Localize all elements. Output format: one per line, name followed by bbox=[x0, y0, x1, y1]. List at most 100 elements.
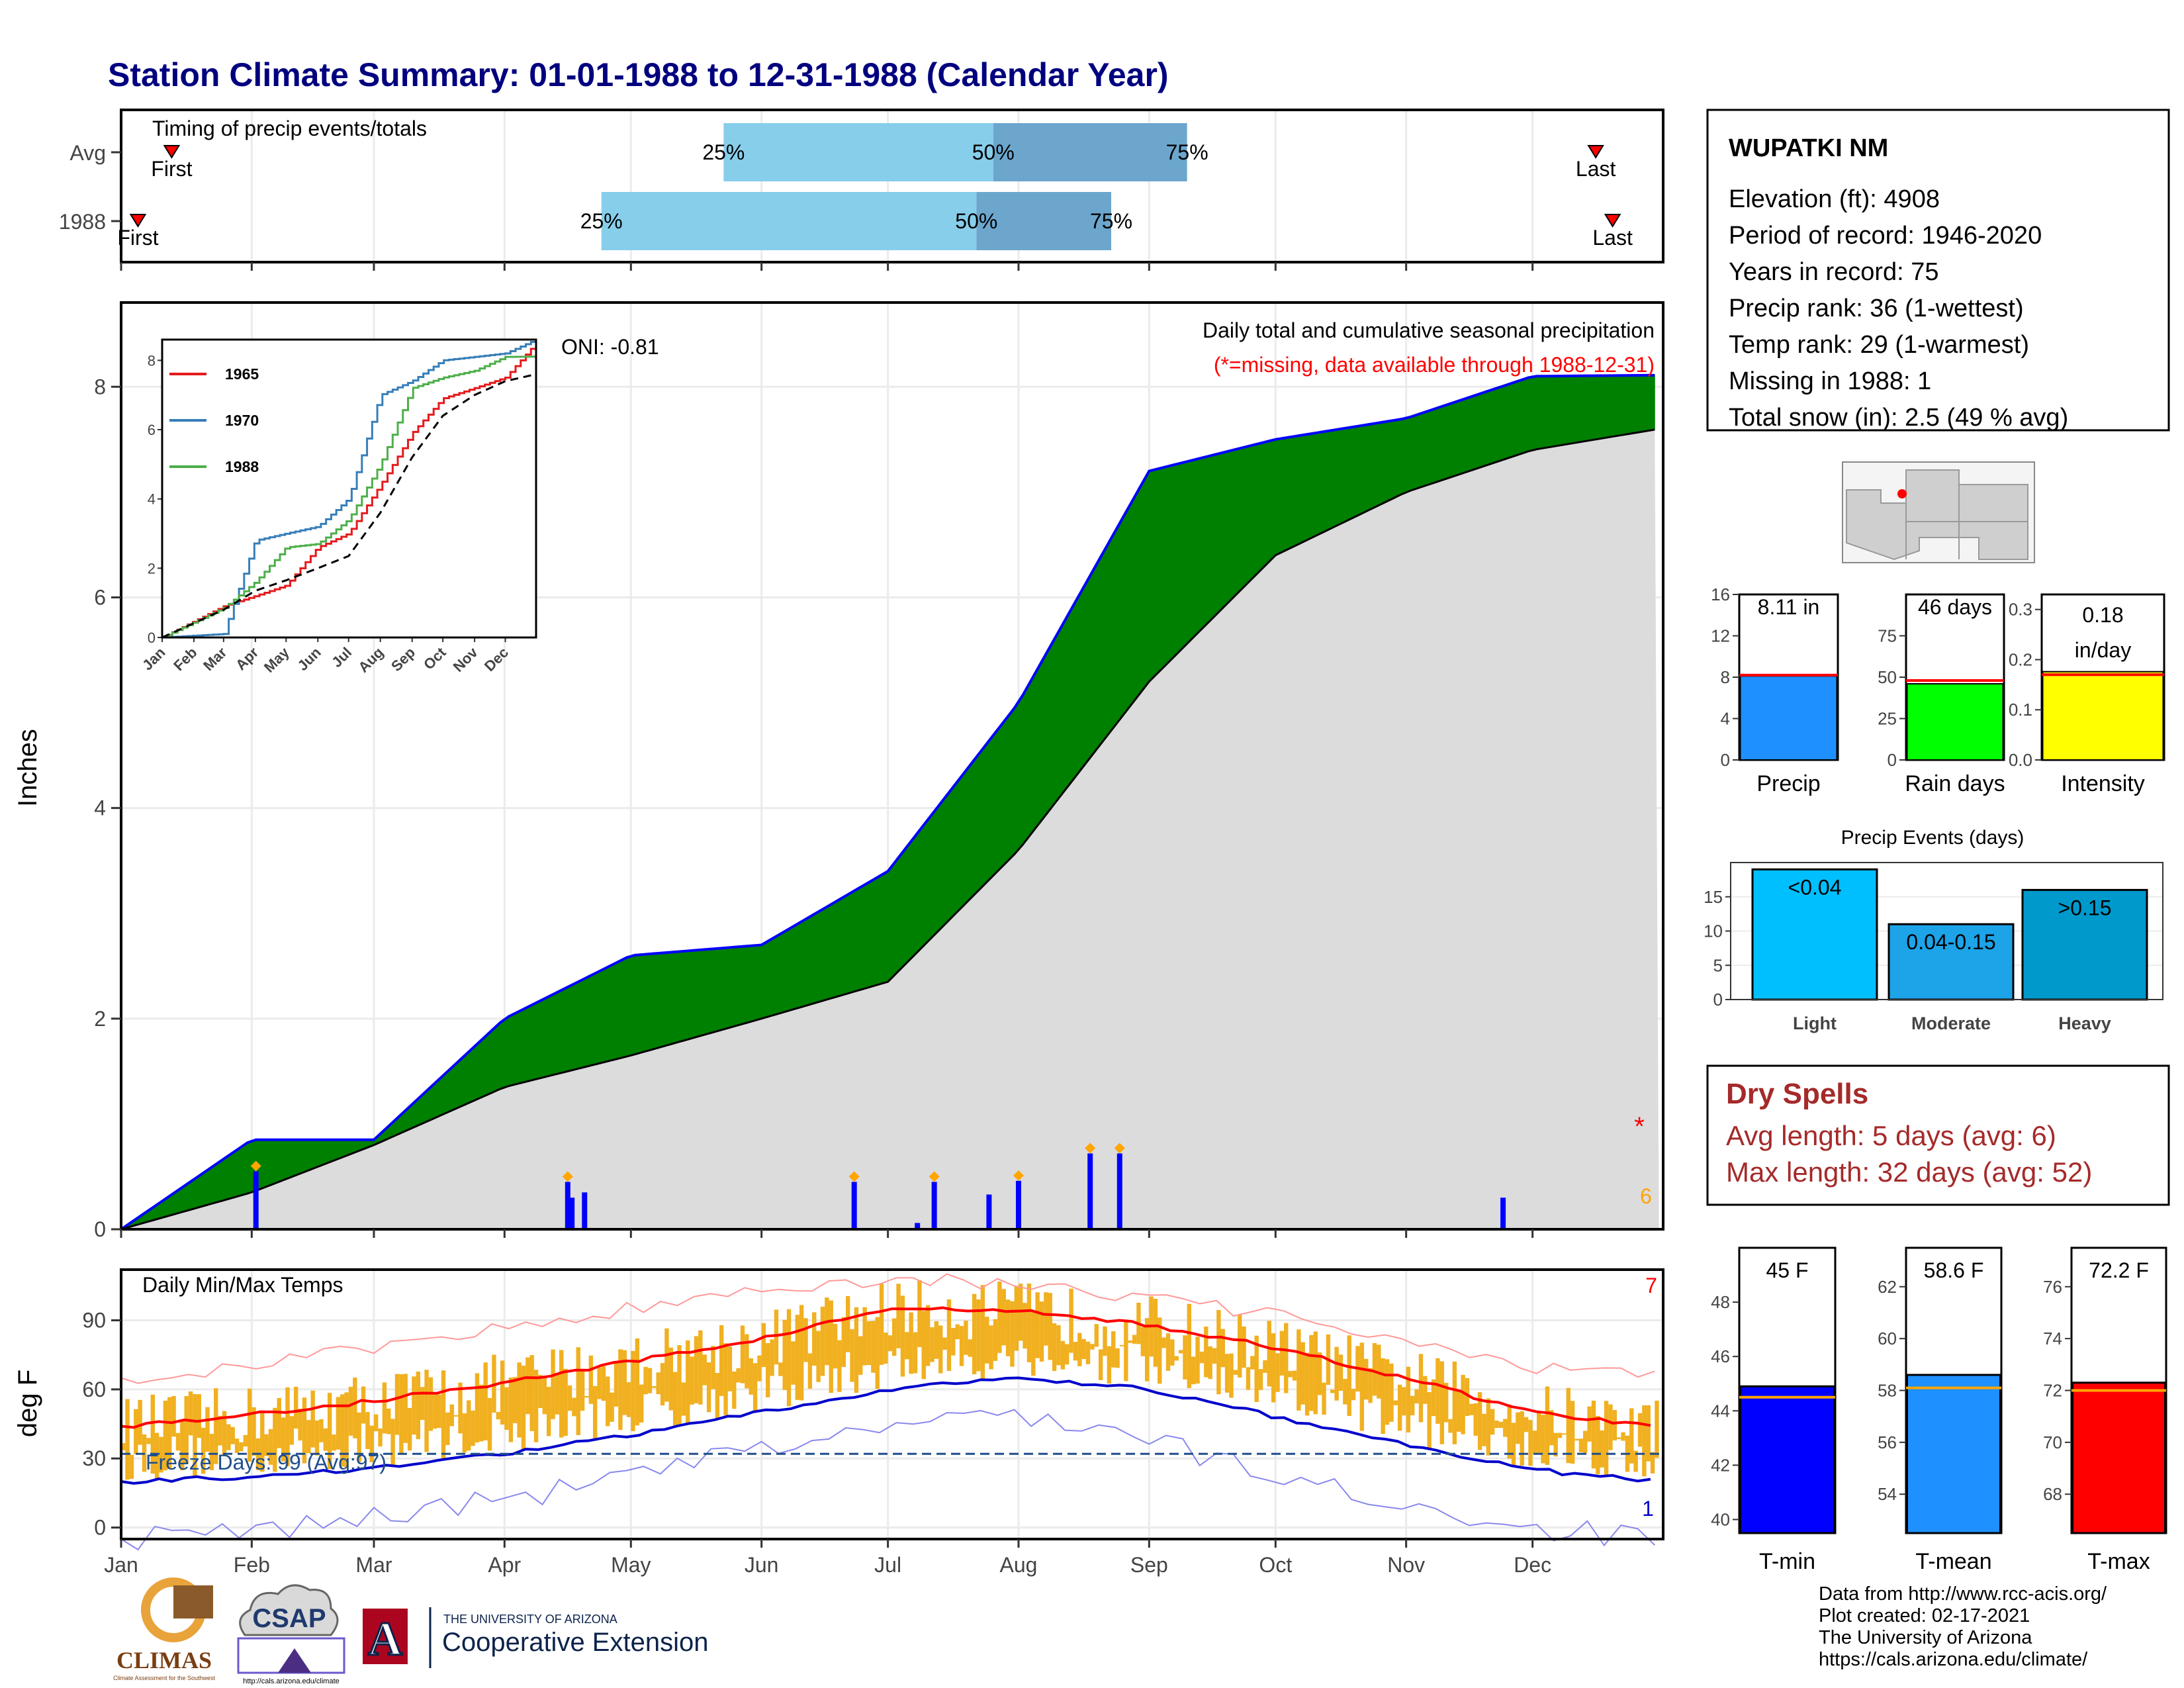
daily-temp-bar bbox=[1566, 1387, 1570, 1464]
daily-temp-bar bbox=[1069, 1288, 1073, 1353]
above-average-fill bbox=[761, 939, 770, 1019]
daily-temp-bar bbox=[513, 1377, 518, 1423]
daily-temp-bar bbox=[985, 1317, 989, 1364]
inset-legend-label: 1965 bbox=[225, 365, 259, 383]
daily-temp-bar bbox=[1128, 1340, 1132, 1343]
above-average-fill bbox=[314, 1139, 324, 1169]
summary-y-tick-label: 4 bbox=[1721, 709, 1730, 729]
daily-temp-bar bbox=[964, 1321, 968, 1355]
daily-temp-bar bbox=[365, 1412, 370, 1450]
daily-temp-bar bbox=[807, 1353, 813, 1389]
ua-line1: THE UNIVERSITY OF ARIZONA bbox=[443, 1613, 617, 1626]
credit-data-source: Data from http://www.rcc-acis.org/ bbox=[1819, 1583, 2107, 1605]
summary-bar-rain-days bbox=[1906, 683, 2004, 761]
temp-y-tick-label: 60 bbox=[82, 1378, 106, 1401]
above-average-fill bbox=[1073, 589, 1082, 780]
daily-temp-bar bbox=[715, 1373, 720, 1419]
daily-temp-bar bbox=[344, 1392, 349, 1468]
daily-temp-bar bbox=[289, 1416, 295, 1445]
daily-temp-bar bbox=[496, 1412, 500, 1420]
summary-category-label: Intensity bbox=[2061, 771, 2145, 796]
daily-temp-bar bbox=[786, 1309, 792, 1407]
daily-temp-bar bbox=[745, 1334, 749, 1389]
csap-mountain-shape bbox=[278, 1648, 311, 1673]
month-tick-label: Apr bbox=[488, 1553, 521, 1577]
station-info-line: Precip rank: 36 (1-wettest) bbox=[1729, 295, 2024, 322]
daily-temp-bar bbox=[205, 1407, 210, 1452]
above-average-fill bbox=[516, 1008, 526, 1085]
above-average-fill bbox=[1165, 464, 1175, 666]
precip-event-bar-label: 0.04-0.15 bbox=[1906, 930, 1995, 954]
daily-temp-bar bbox=[593, 1385, 598, 1441]
summary-y-tick-label: 0.0 bbox=[2009, 750, 2032, 770]
csap-wordmark: CSAP bbox=[252, 1604, 326, 1633]
daily-temp-bar bbox=[230, 1427, 235, 1444]
daily-temp-bar bbox=[1238, 1315, 1242, 1378]
daily-temp-bar bbox=[462, 1413, 467, 1453]
above-average-fill bbox=[230, 1147, 240, 1199]
precip-title-line1: Daily total and cumulative seasonal prec… bbox=[1203, 318, 1655, 342]
last-event-label: Last bbox=[1576, 157, 1616, 181]
precip-y-axis-label: Inches bbox=[13, 729, 42, 807]
daily-temp-bar bbox=[310, 1390, 315, 1448]
daily-temp-bar bbox=[1250, 1356, 1255, 1370]
first-event-marker bbox=[163, 145, 181, 159]
daily-temp-bar bbox=[138, 1399, 142, 1445]
daily-temp-bar bbox=[332, 1434, 336, 1451]
above-average-fill bbox=[222, 1153, 232, 1201]
daily-temp-bar bbox=[1254, 1335, 1259, 1402]
daily-temp-bar bbox=[1288, 1371, 1293, 1378]
dry-spells-frame bbox=[1706, 1064, 2170, 1206]
above-average-fill bbox=[609, 961, 619, 1062]
ua-mark-background bbox=[363, 1609, 408, 1664]
daily-temp-bar bbox=[1482, 1413, 1486, 1446]
daily-temp-bar bbox=[1309, 1335, 1314, 1411]
daily-temp-bar bbox=[209, 1434, 214, 1470]
precip-event-bar-heavy bbox=[2021, 888, 2148, 1001]
month-tick-label: Mar bbox=[355, 1553, 392, 1577]
above-average-fill bbox=[1199, 455, 1208, 632]
daily-temp-bar bbox=[500, 1360, 505, 1425]
daily-precip-bar bbox=[1116, 1153, 1122, 1229]
daily-temp-bar bbox=[1612, 1410, 1617, 1440]
month-tick-label: Nov bbox=[1387, 1553, 1425, 1577]
daily-temp-bar bbox=[129, 1454, 134, 1479]
above-average-fill bbox=[482, 1029, 492, 1098]
above-average-fill bbox=[1207, 453, 1217, 624]
temp-bar-y-tick-label: 76 bbox=[2043, 1277, 2062, 1297]
above-average-fill bbox=[1410, 413, 1420, 491]
above-average-fill bbox=[862, 880, 872, 990]
above-average-fill bbox=[1646, 375, 1655, 432]
above-average-fill bbox=[306, 1139, 316, 1172]
summary-bar-charts: 0 4 8 12 16 8.11 in Precip 0 25 50 75 46 days Rain d… bbox=[1711, 585, 2165, 796]
daily-temp-bar bbox=[1081, 1338, 1086, 1360]
station-box-frame bbox=[1706, 109, 2170, 432]
daily-temp-bar bbox=[757, 1355, 762, 1382]
daily-temp-bar bbox=[597, 1367, 602, 1399]
above-average-fill bbox=[1267, 439, 1276, 565]
precip-y-tick-label: 4 bbox=[94, 796, 106, 820]
daily-temp-bar bbox=[306, 1420, 311, 1454]
inset-y-tick-label: 2 bbox=[148, 560, 156, 577]
dry-spells-box: Dry Spells Avg length: 5 days (avg: 6) M… bbox=[1706, 1064, 2170, 1206]
daily-temp-bar bbox=[1457, 1390, 1461, 1432]
daily-temp-bar bbox=[812, 1312, 817, 1366]
temp-bar-value-label: 72.2 F bbox=[2089, 1258, 2149, 1282]
daily-temp-bar bbox=[445, 1412, 450, 1445]
daily-temp-bar bbox=[930, 1327, 934, 1362]
daily-temp-bar bbox=[610, 1392, 614, 1422]
above-average-fill bbox=[946, 783, 956, 923]
daily-temp-bar bbox=[1174, 1356, 1179, 1361]
above-average-fill bbox=[1140, 469, 1150, 694]
daily-temp-bar bbox=[1271, 1333, 1276, 1403]
daily-temp-bar bbox=[723, 1343, 728, 1415]
daily-temp-bar bbox=[1292, 1370, 1297, 1381]
daily-temp-bar bbox=[1650, 1452, 1655, 1474]
above-average-fill bbox=[1595, 375, 1605, 440]
daily-temp-bar bbox=[997, 1281, 1002, 1353]
daily-temp-bar bbox=[1279, 1331, 1285, 1376]
daily-temp-bar bbox=[559, 1350, 564, 1438]
daily-temp-bar bbox=[218, 1415, 222, 1446]
inset-series-line-1965 bbox=[162, 343, 537, 639]
inset-background bbox=[162, 340, 536, 637]
